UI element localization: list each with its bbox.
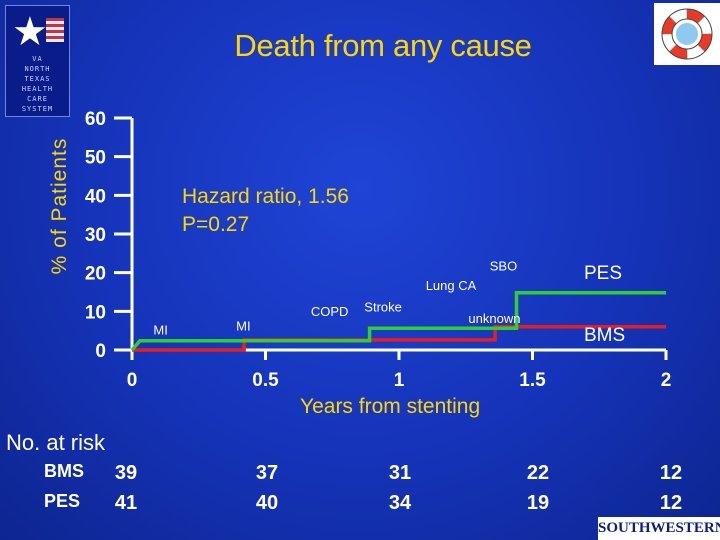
risk-row-label: BMS [44, 461, 84, 481]
hazard-ratio-annotation: Hazard ratio, 1.56 P=0.27 [182, 183, 349, 239]
hazard-ratio-text: Hazard ratio, 1.56 [182, 185, 349, 208]
x-tick-label: 0 [127, 370, 138, 391]
x-tick-label: 0.5 [252, 370, 279, 391]
risk-table-title: No. at risk [6, 430, 106, 455]
event-label: Stroke [364, 299, 402, 314]
series-label-pes: PES [584, 263, 623, 284]
p-value-text: P=0.27 [182, 213, 250, 236]
event-label: COPD [311, 304, 349, 319]
x-tick-label: 1 [394, 370, 405, 391]
y-tick-label: 20 [85, 264, 106, 285]
y-tick-label: 30 [85, 225, 106, 246]
series-line-pes [130, 291, 666, 352]
risk-cell: 12 [659, 462, 683, 484]
x-axis-label: Years from stenting [300, 395, 481, 418]
life-ring-icon [661, 8, 713, 60]
y-tick-label: 0 [95, 341, 106, 362]
risk-cell: 34 [388, 492, 412, 514]
risk-cell: 37 [255, 462, 279, 484]
y-tick-label: 10 [85, 302, 106, 323]
x-tick-label: 1.5 [519, 370, 546, 391]
risk-cell: 12 [659, 492, 683, 514]
chart-title: Death from any cause [234, 28, 532, 63]
y-tick-label: 40 [85, 186, 106, 207]
risk-cell: 31 [388, 462, 412, 484]
event-label: SBO [490, 258, 517, 273]
risk-cell: 39 [114, 462, 138, 484]
star-icon: ★ [12, 9, 48, 55]
y-tick-label: 60 [85, 109, 106, 130]
event-label: MI [153, 323, 167, 338]
event-label: MI [236, 319, 250, 334]
risk-cell: 19 [526, 492, 550, 514]
flag-icon [46, 18, 64, 42]
risk-row-label: PES [44, 491, 81, 511]
va-logo: ★ VA NORTH TEXAS HEALTH CARE SYSTEM [5, 5, 70, 117]
life-ring-logo [654, 3, 720, 65]
risk-cell: 22 [526, 462, 550, 484]
x-tick-label: 2 [661, 370, 672, 391]
risk-cell: 41 [114, 492, 138, 514]
y-tick-label: 50 [85, 148, 106, 169]
va-logo-text: VA NORTH TEXAS HEALTH CARE SYSTEM [21, 55, 54, 113]
risk-cell: 40 [255, 492, 279, 514]
series-label-bms: BMS [584, 325, 626, 346]
event-label: unknown [468, 311, 520, 326]
event-label: Lung CA [426, 278, 477, 293]
southwestern-logo: SOUTHWESTERN [598, 517, 720, 540]
